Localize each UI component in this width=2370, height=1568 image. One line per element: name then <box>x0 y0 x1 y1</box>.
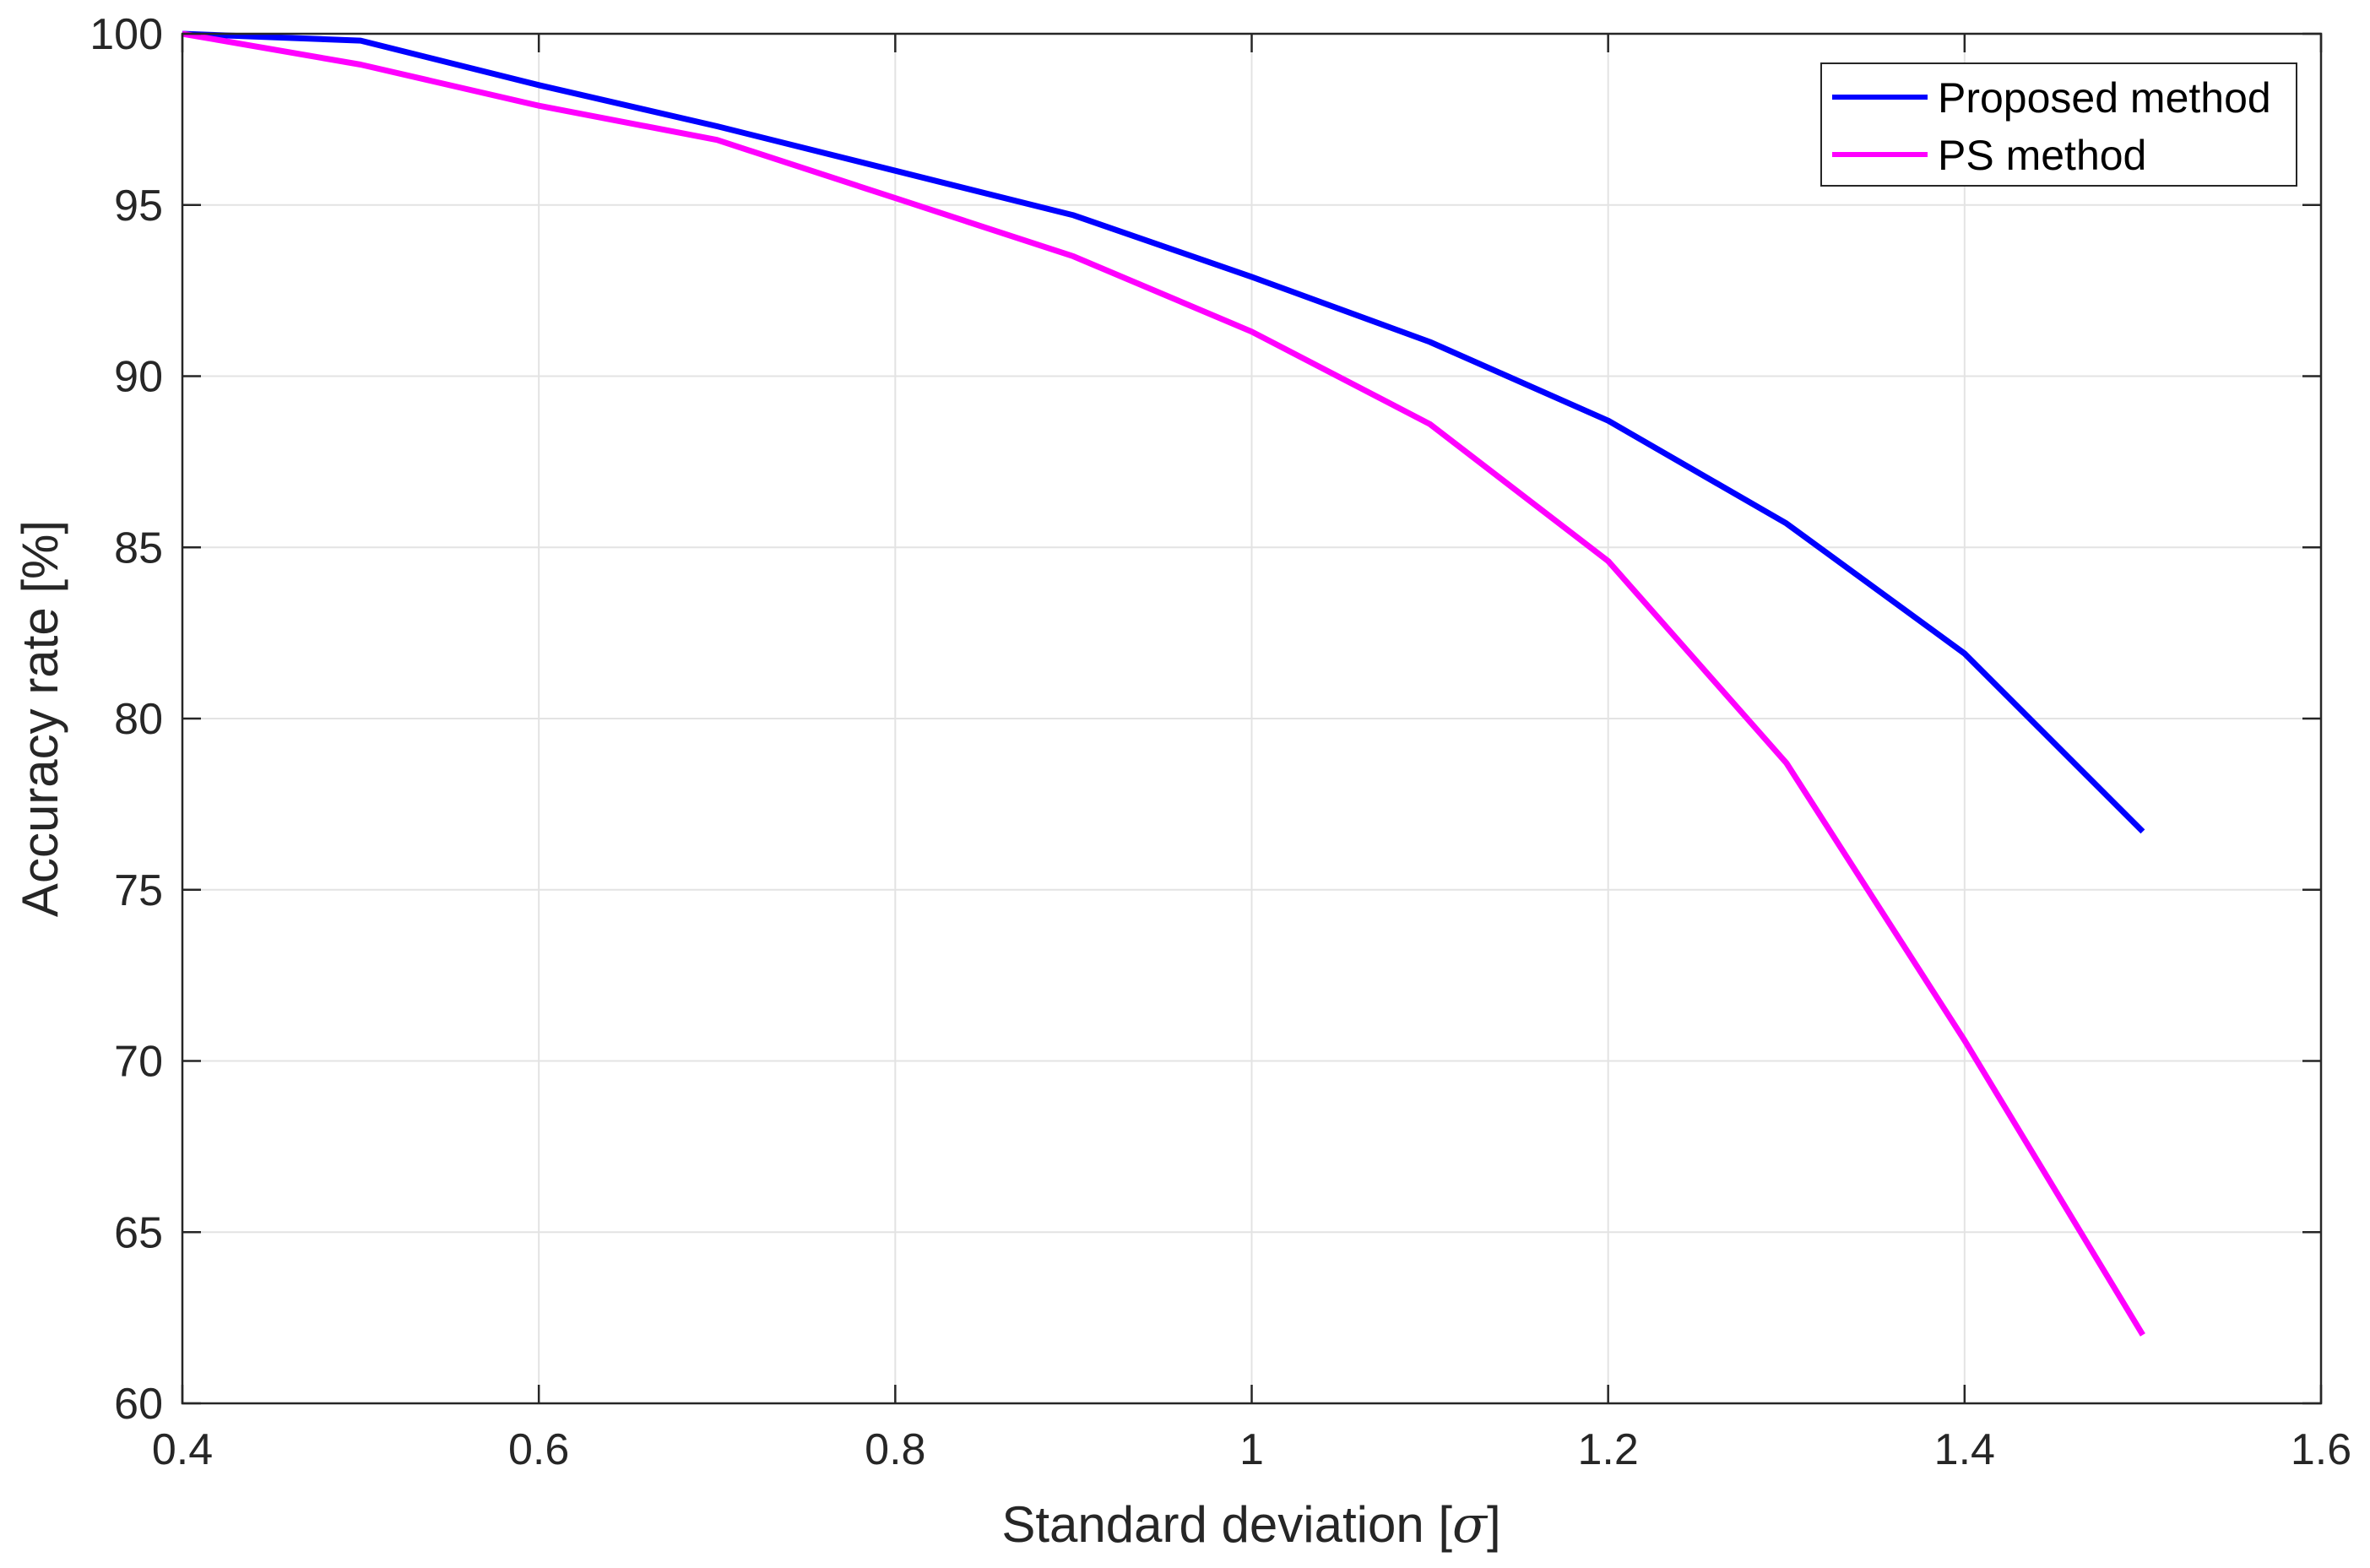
x-tick-label: 1.2 <box>1578 1425 1639 1474</box>
y-tick-label: 75 <box>114 866 163 915</box>
legend-label-proposed-method: Proposed method <box>1938 74 2271 122</box>
y-tick-label: 80 <box>114 695 163 744</box>
x-tick-label: 0.6 <box>508 1425 569 1474</box>
series-layer <box>182 30 2145 1337</box>
x-tick-label: 1 <box>1239 1425 1264 1474</box>
axis-ticks <box>181 32 2323 1405</box>
legend: Proposed method PS method <box>1820 62 2297 187</box>
x-tick-label: 0.8 <box>865 1425 925 1474</box>
x-axis-title: Standard deviation [σ] <box>1001 1495 1500 1554</box>
series-line-proposed-method <box>182 30 2145 834</box>
x-tick-label: 1.6 <box>2291 1425 2351 1474</box>
legend-box <box>1820 62 2297 187</box>
x-tick-label: 0.4 <box>152 1425 213 1474</box>
x-axis-tick-labels: 0.4 0.6 0.8 1 1.2 1.4 1.6 <box>152 1425 2351 1474</box>
series-line-ps-method <box>182 30 2145 1337</box>
y-axis-title: Accuracy rate [%] <box>12 520 68 917</box>
y-tick-label: 100 <box>89 10 163 59</box>
y-tick-label: 70 <box>114 1038 163 1087</box>
x-tick-label: 1.4 <box>1934 1425 1995 1474</box>
y-tick-label: 95 <box>114 182 163 231</box>
y-tick-label: 90 <box>114 353 163 402</box>
y-tick-label: 85 <box>114 524 163 572</box>
legend-label-ps-method: PS method <box>1938 132 2146 179</box>
y-tick-label: 60 <box>114 1380 163 1429</box>
y-axis-tick-labels: 60 65 70 75 80 85 90 95 100 <box>89 10 163 1429</box>
y-tick-label: 65 <box>114 1208 163 1257</box>
